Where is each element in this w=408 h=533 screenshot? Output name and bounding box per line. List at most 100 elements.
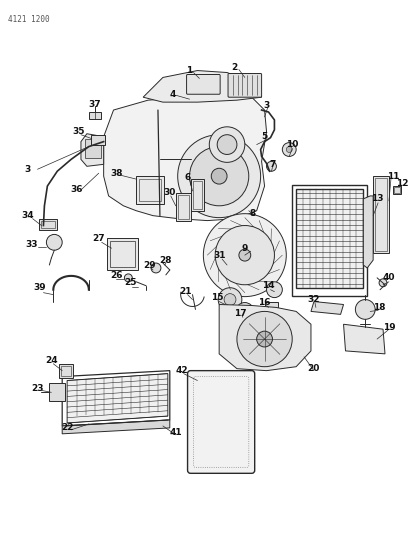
Polygon shape [81, 134, 104, 166]
Text: 15: 15 [211, 293, 224, 302]
Text: 13: 13 [371, 195, 384, 204]
Bar [110, 241, 135, 267]
Text: 29: 29 [144, 261, 156, 270]
Text: 6: 6 [184, 173, 191, 182]
Bar [59, 364, 73, 377]
Circle shape [257, 331, 273, 347]
Text: 25: 25 [124, 278, 137, 287]
Circle shape [286, 147, 292, 152]
Text: 10: 10 [286, 140, 298, 149]
Text: 2: 2 [231, 63, 237, 72]
Circle shape [224, 294, 236, 305]
Text: 23: 23 [31, 384, 44, 393]
Circle shape [211, 168, 227, 184]
Text: 41: 41 [169, 429, 182, 438]
Text: 16: 16 [258, 298, 271, 307]
Bar [89, 112, 101, 119]
Text: 21: 21 [180, 287, 192, 296]
Text: 35: 35 [73, 127, 85, 136]
Circle shape [124, 274, 132, 282]
Text: 3: 3 [264, 101, 270, 110]
Text: 28: 28 [160, 256, 172, 264]
Text: 33: 33 [25, 240, 38, 249]
Text: 19: 19 [383, 322, 395, 332]
Circle shape [178, 135, 261, 217]
Text: 12: 12 [397, 179, 408, 188]
Bar [225, 258, 237, 271]
Circle shape [236, 303, 254, 320]
FancyBboxPatch shape [188, 370, 255, 473]
FancyBboxPatch shape [228, 74, 262, 97]
Circle shape [355, 300, 375, 319]
Text: 32: 32 [308, 295, 320, 304]
Text: 37: 37 [89, 100, 101, 109]
Circle shape [215, 225, 275, 285]
Circle shape [237, 311, 292, 367]
Text: 27: 27 [92, 234, 105, 243]
Text: 18: 18 [373, 303, 385, 312]
Circle shape [266, 282, 282, 297]
Text: 31: 31 [213, 251, 225, 260]
Polygon shape [143, 70, 262, 102]
Polygon shape [62, 420, 170, 434]
Bar [191, 179, 204, 211]
Bar [42, 221, 55, 229]
Polygon shape [104, 94, 266, 221]
Text: 39: 39 [33, 283, 46, 292]
Polygon shape [219, 304, 311, 370]
Bar [227, 260, 235, 269]
Text: 26: 26 [110, 271, 123, 280]
Text: 20: 20 [308, 364, 320, 373]
FancyBboxPatch shape [186, 75, 220, 94]
Circle shape [241, 308, 249, 316]
Bar [91, 135, 104, 144]
Polygon shape [67, 374, 168, 423]
Circle shape [209, 127, 245, 163]
Circle shape [282, 143, 296, 156]
Circle shape [266, 161, 276, 171]
Text: 42: 42 [175, 366, 188, 375]
Bar [264, 302, 278, 311]
Circle shape [239, 249, 251, 261]
Bar [136, 176, 164, 204]
Text: 34: 34 [21, 211, 34, 220]
Text: 22: 22 [61, 423, 73, 432]
Text: 14: 14 [262, 281, 275, 290]
Text: 3: 3 [24, 165, 31, 174]
Text: 40: 40 [383, 273, 395, 282]
Text: 4121 1200: 4121 1200 [8, 15, 49, 25]
Bar [292, 185, 367, 296]
Circle shape [218, 288, 242, 311]
Text: 9: 9 [242, 244, 248, 253]
Polygon shape [344, 324, 385, 354]
Bar [373, 176, 389, 253]
Bar [61, 366, 71, 376]
Text: 38: 38 [110, 169, 123, 177]
Bar [176, 193, 191, 221]
Bar [178, 195, 188, 219]
Text: 4: 4 [170, 90, 176, 99]
Bar [139, 179, 161, 201]
Polygon shape [363, 196, 373, 268]
Circle shape [151, 263, 161, 273]
Circle shape [217, 135, 237, 155]
Circle shape [379, 279, 387, 287]
Circle shape [190, 147, 249, 206]
Bar [375, 178, 387, 251]
Text: 11: 11 [387, 172, 399, 181]
Polygon shape [311, 302, 344, 314]
Circle shape [203, 214, 286, 296]
Text: 1: 1 [186, 66, 193, 75]
Bar [296, 189, 363, 288]
Text: 5: 5 [262, 132, 268, 141]
Bar [393, 186, 401, 194]
Text: 7: 7 [269, 160, 276, 169]
Bar [85, 139, 101, 158]
Text: 30: 30 [164, 189, 176, 197]
Bar [40, 219, 57, 230]
Bar [106, 238, 138, 270]
Text: 17: 17 [233, 309, 246, 318]
Bar [394, 187, 400, 193]
Bar [49, 383, 65, 401]
Text: 36: 36 [71, 184, 83, 193]
